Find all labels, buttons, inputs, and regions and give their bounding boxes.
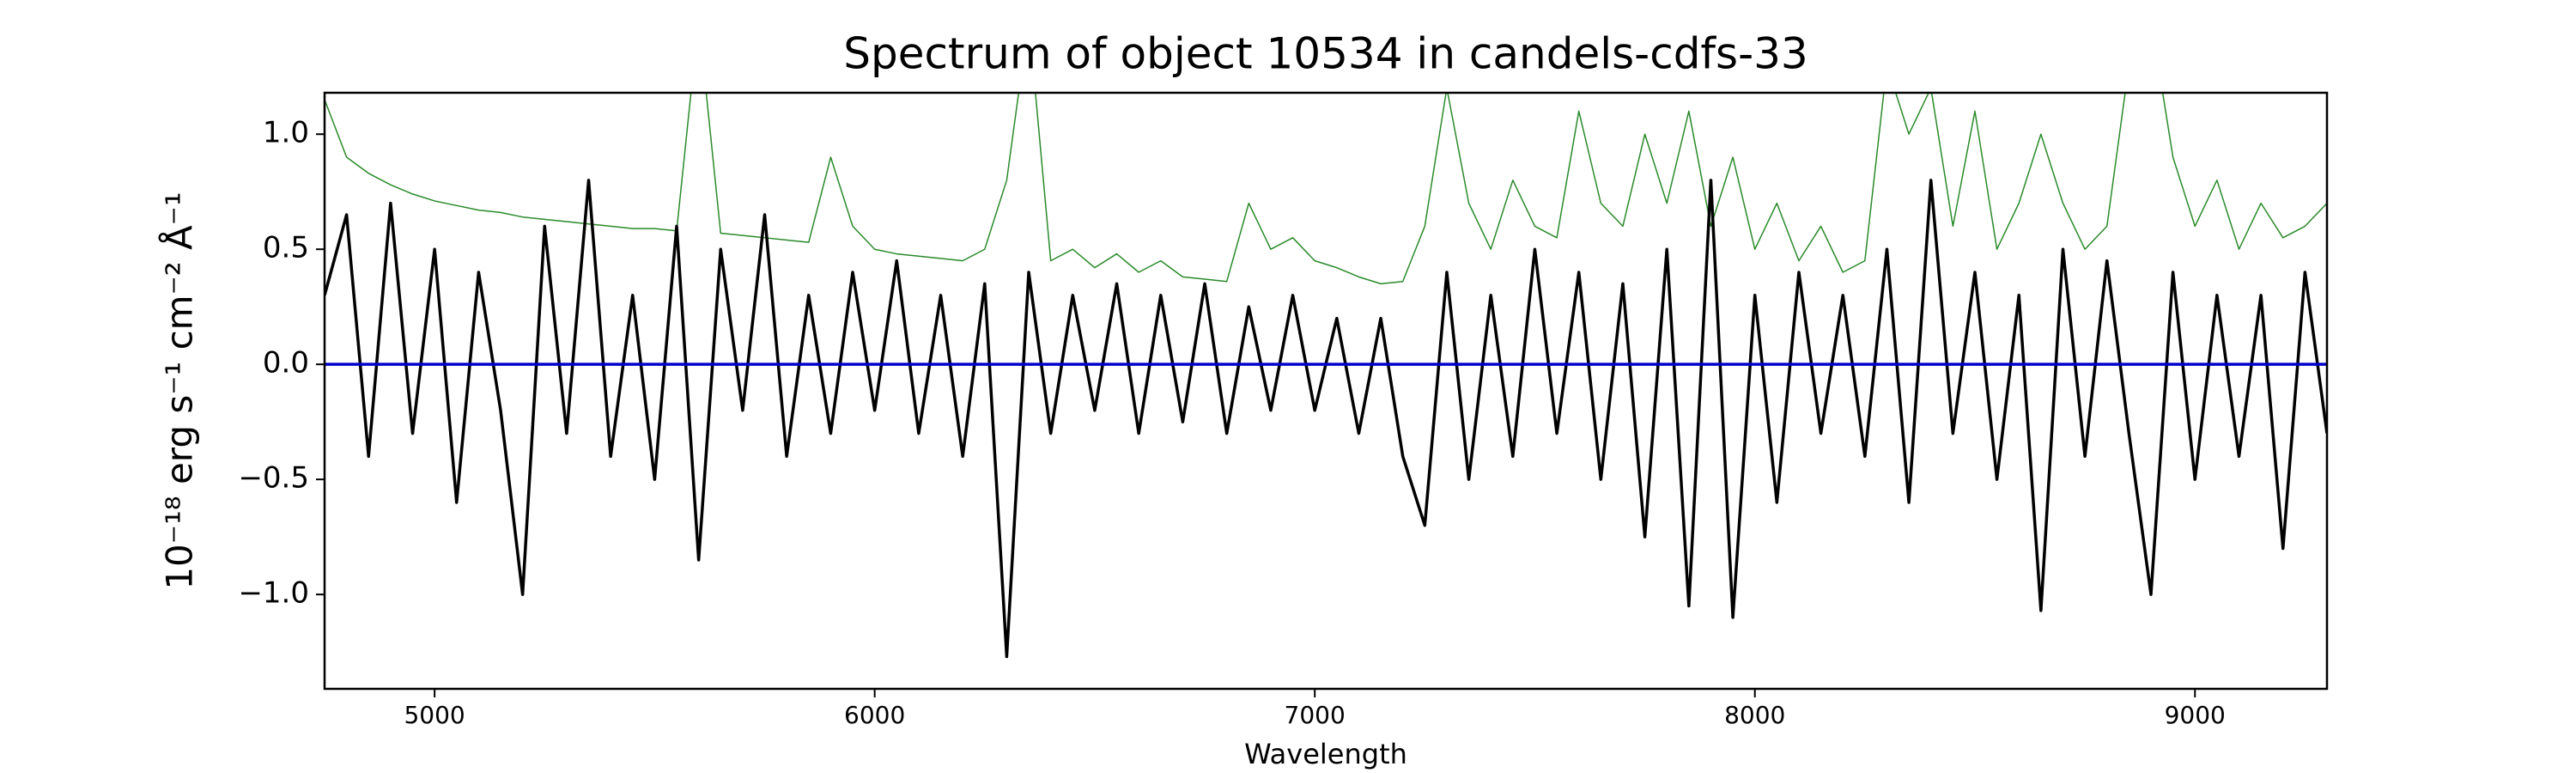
- y-tick-label: 0.0: [263, 346, 309, 380]
- x-tick-label: 7000: [1285, 701, 1346, 729]
- spectrum-line: [325, 179, 2327, 659]
- spectrum-line: [325, 93, 2327, 285]
- plot-lines: [325, 93, 2327, 659]
- y-tick-label: 0.5: [263, 231, 309, 265]
- chart-title: Spectrum of object 10534 in candels-cdfs…: [843, 29, 1808, 79]
- y-tick-label: 1.0: [263, 116, 309, 150]
- x-tick-label: 9000: [2165, 701, 2226, 729]
- x-tick-label: 6000: [844, 701, 905, 729]
- x-tick-label: 5000: [404, 701, 465, 729]
- y-axis-label: 10⁻¹⁸ erg s⁻¹ cm⁻² Å⁻¹: [158, 192, 201, 589]
- plot-frame: [323, 91, 2329, 691]
- y-tick-label: −1.0: [238, 576, 309, 611]
- x-tick-label: 8000: [1724, 701, 1785, 729]
- y-tick-label: −0.5: [238, 461, 309, 496]
- x-axis-label: Wavelength: [1244, 738, 1407, 770]
